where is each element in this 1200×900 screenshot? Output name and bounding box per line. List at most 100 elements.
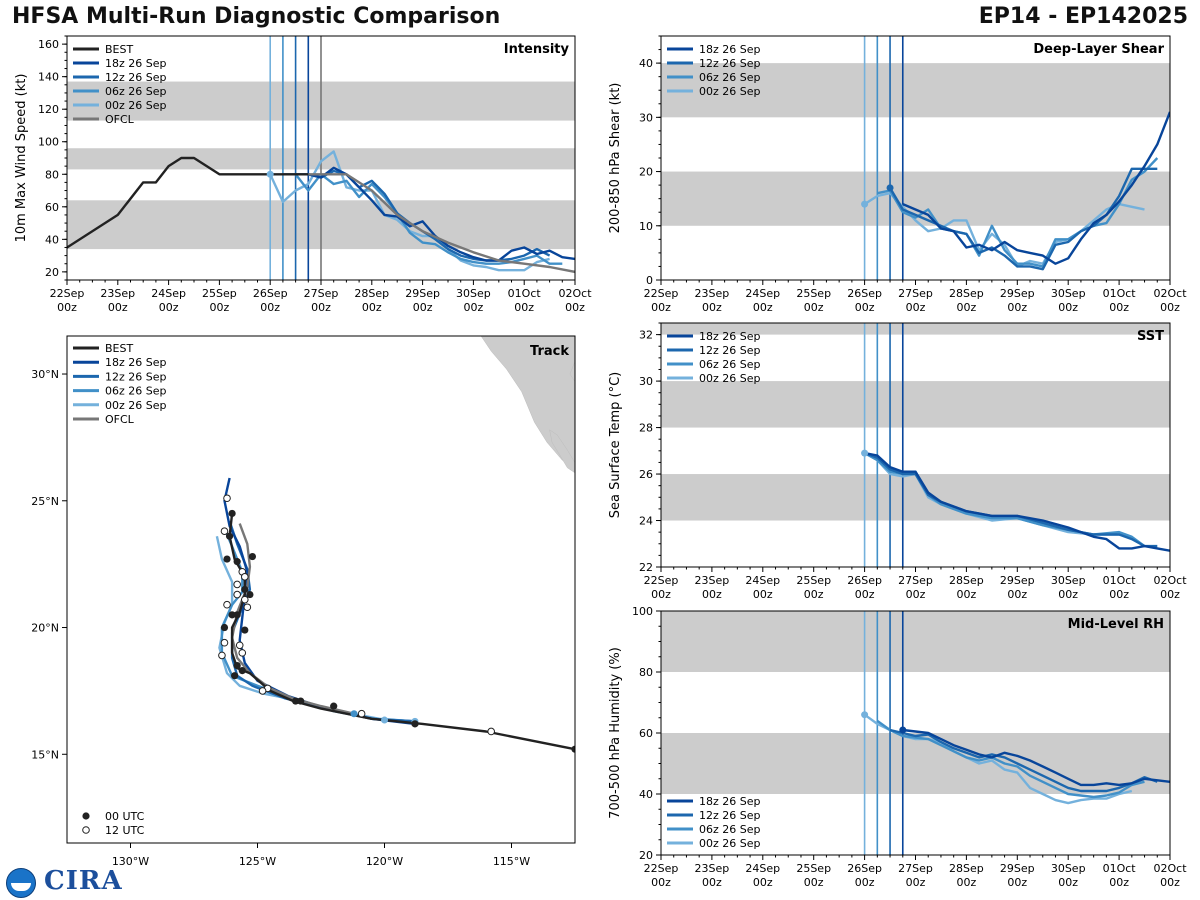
y-tick-label: 80 — [45, 168, 59, 181]
y-tick-label: 30 — [639, 111, 653, 124]
y-axis-label: 700-500 hPa Humidity (%) — [608, 647, 623, 819]
point-00utc — [297, 697, 305, 705]
legend-label: 18z 26 Sep — [105, 356, 167, 369]
legend-label: 18z 26 Sep — [105, 57, 167, 70]
point-00utc — [330, 702, 338, 710]
x-tick-label: 00z — [702, 301, 722, 314]
legend-label: OFCL — [105, 413, 135, 426]
legend-label: OFCL — [105, 113, 135, 126]
y-tick-label: 60 — [45, 201, 59, 214]
legend-label: 18z 26 Sep — [699, 795, 761, 808]
y-tick-label: 20°N — [31, 622, 59, 635]
init-marker — [861, 449, 869, 457]
land-mass — [549, 429, 575, 474]
panel-title: Deep-Layer Shear — [1033, 42, 1164, 57]
legend-label: 18z 26 Sep — [699, 43, 761, 56]
x-tick-label: 23Sep — [695, 862, 730, 875]
point-12utc — [357, 709, 366, 718]
band-1 — [661, 611, 1170, 672]
x-tick-label: 01Oct — [1103, 862, 1137, 875]
storm-id: EP14 - EP142025 — [978, 4, 1188, 29]
point-00utc — [233, 661, 241, 670]
x-tick-label: 22Sep — [644, 574, 679, 587]
x-tick-label: 01Oct — [1103, 574, 1137, 587]
x-tick-label: 00z — [413, 301, 433, 314]
land-mass — [569, 361, 575, 383]
noaa-logo-icon — [6, 868, 36, 898]
y-tick-label: 20 — [45, 266, 59, 279]
point-12utc — [218, 651, 226, 660]
point-00utc — [248, 552, 257, 561]
y-tick-label: 160 — [38, 38, 59, 51]
x-tick-label: 29Sep — [1000, 862, 1035, 875]
legend-label: 00z 26 Sep — [105, 99, 167, 112]
x-tick-label: 00z — [1058, 301, 1078, 314]
x-tick-label: 30Sep — [456, 287, 491, 300]
y-tick-label: 15°N — [31, 748, 59, 761]
x-tick-label: 00z — [159, 301, 179, 314]
x-tick-label: 00z — [1007, 876, 1027, 889]
point-00utc — [225, 532, 234, 540]
x-tick-label: 27Sep — [898, 862, 933, 875]
band-0 — [661, 474, 1170, 521]
marker-swatch-00utc — [82, 812, 90, 820]
x-tick-label: 00z — [957, 588, 977, 601]
band-1 — [661, 381, 1170, 428]
y-tick-label: 32 — [639, 329, 653, 342]
x-tick-label: 23Sep — [100, 287, 135, 300]
point-00utc — [411, 720, 419, 728]
panel-intensity: 2040608010012014016022Sep00z23Sep00z24Se… — [14, 35, 592, 314]
x-tick-label: 00z — [362, 301, 382, 314]
x-tick-label: 24Sep — [745, 574, 780, 587]
x-tick-label: 24Sep — [151, 287, 186, 300]
x-tick-label: 29Sep — [405, 287, 440, 300]
x-tick-label: 00z — [753, 588, 773, 601]
x-tick-label: 00z — [702, 588, 722, 601]
panel-title: Intensity — [504, 42, 570, 57]
x-tick-label: 00z — [906, 301, 926, 314]
y-tick-label: 22 — [639, 561, 653, 574]
x-tick-label: 26Sep — [847, 862, 882, 875]
legend-label: 12z 26 Sep — [699, 809, 761, 822]
y-tick-label: 0 — [646, 274, 653, 287]
x-tick-label: 30Sep — [1051, 287, 1086, 300]
x-tick-label: 00z — [1058, 588, 1078, 601]
point-00utc — [228, 611, 236, 619]
x-tick-label: 00z — [855, 301, 875, 314]
series-ofcl — [308, 173, 575, 274]
point-00utc — [223, 555, 231, 563]
x-tick-label: 29Sep — [1000, 287, 1035, 300]
panel-sst: 22242628303222Sep00z23Sep00z24Sep00z25Se… — [608, 322, 1187, 601]
x-tick-label: 26Sep — [847, 287, 882, 300]
series-18z-26-sep — [864, 451, 1170, 552]
init-marker — [886, 184, 894, 192]
point-00utc — [233, 558, 241, 566]
point-12utc — [220, 638, 229, 647]
point-12utc — [243, 603, 252, 612]
y-tick-label: 20 — [639, 166, 653, 179]
marker-legend-label: 12 UTC — [105, 824, 145, 837]
x-tick-label: 24Sep — [745, 862, 780, 875]
x-tick-label: 00z — [311, 301, 331, 314]
y-axis-label: 200-850 hPa Shear (kt) — [608, 83, 623, 234]
legend-label: 00z 26 Sep — [699, 837, 761, 850]
x-tick-label: 00z — [1007, 588, 1027, 601]
track-init-marker — [381, 716, 388, 724]
x-tick-label: 00z — [855, 876, 875, 889]
point-12utc — [487, 727, 495, 736]
x-tick-label: 27Sep — [898, 287, 933, 300]
point-12utc — [223, 600, 231, 609]
series-06z-26-sep — [282, 173, 563, 265]
x-tick-label: 23Sep — [695, 574, 730, 587]
y-tick-label: 24 — [639, 515, 653, 528]
x-tick-label: 28Sep — [949, 287, 984, 300]
legend-label: 12z 26 Sep — [105, 71, 167, 84]
point-00utc — [238, 667, 246, 675]
x-tick-label: 28Sep — [949, 574, 984, 587]
x-tick-label: 22Sep — [644, 287, 679, 300]
point-12utc — [223, 494, 231, 503]
